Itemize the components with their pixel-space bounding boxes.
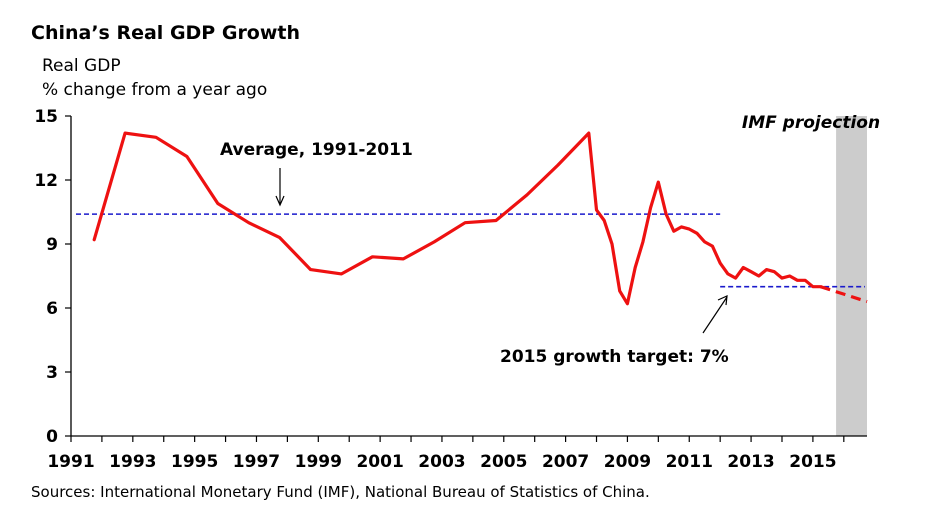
axes xyxy=(70,116,867,437)
y-axis-ticks: 0 3 6 9 12 15 xyxy=(34,107,71,447)
x-tick-label: 1999 xyxy=(295,452,342,472)
y-tick-label: 12 xyxy=(34,171,58,191)
x-tick-label: 2005 xyxy=(480,452,527,472)
source-note: Sources: International Monetary Fund (IM… xyxy=(31,483,650,501)
x-tick-label: 2011 xyxy=(666,452,713,472)
x-tick-label: 2015 xyxy=(789,452,836,472)
x-tick-label: 2001 xyxy=(356,452,403,472)
target-arrow xyxy=(702,295,728,334)
y-tick-label: 0 xyxy=(46,427,58,447)
y-axis-label-line2: % change from a year ago xyxy=(42,80,268,100)
x-tick-label: 1995 xyxy=(171,452,218,472)
x-tick-label: 1997 xyxy=(233,452,280,472)
average-arrow xyxy=(275,168,285,207)
y-tick-label: 9 xyxy=(46,235,58,255)
y-tick-label: 6 xyxy=(46,299,58,319)
x-tick-label: 1991 xyxy=(47,452,94,472)
x-tick-label: 1993 xyxy=(109,452,156,472)
x-tick-label: 2009 xyxy=(604,452,651,472)
x-tick-label: 2003 xyxy=(418,452,465,472)
x-tick-label: 2007 xyxy=(542,452,589,472)
chart-title: China’s Real GDP Growth xyxy=(31,22,301,44)
average-annotation: Average, 1991-2011 xyxy=(220,140,413,160)
y-axis-label-line1: Real GDP xyxy=(42,56,121,76)
x-axis-ticks: 1991 1993 1995 1997 1999 2001 2003 2005 2007 2009… xyxy=(47,436,845,472)
gdp-projection-line xyxy=(820,285,868,304)
x-tick-label: 2013 xyxy=(727,452,774,472)
imf-projection-shade xyxy=(836,116,867,436)
imf-projection-label: IMF projection xyxy=(742,113,880,133)
y-tick-label: 3 xyxy=(46,363,58,383)
y-tick-label: 15 xyxy=(34,107,58,127)
target-annotation: 2015 growth target: 7% xyxy=(500,347,729,367)
gdp-growth-line xyxy=(92,131,823,306)
